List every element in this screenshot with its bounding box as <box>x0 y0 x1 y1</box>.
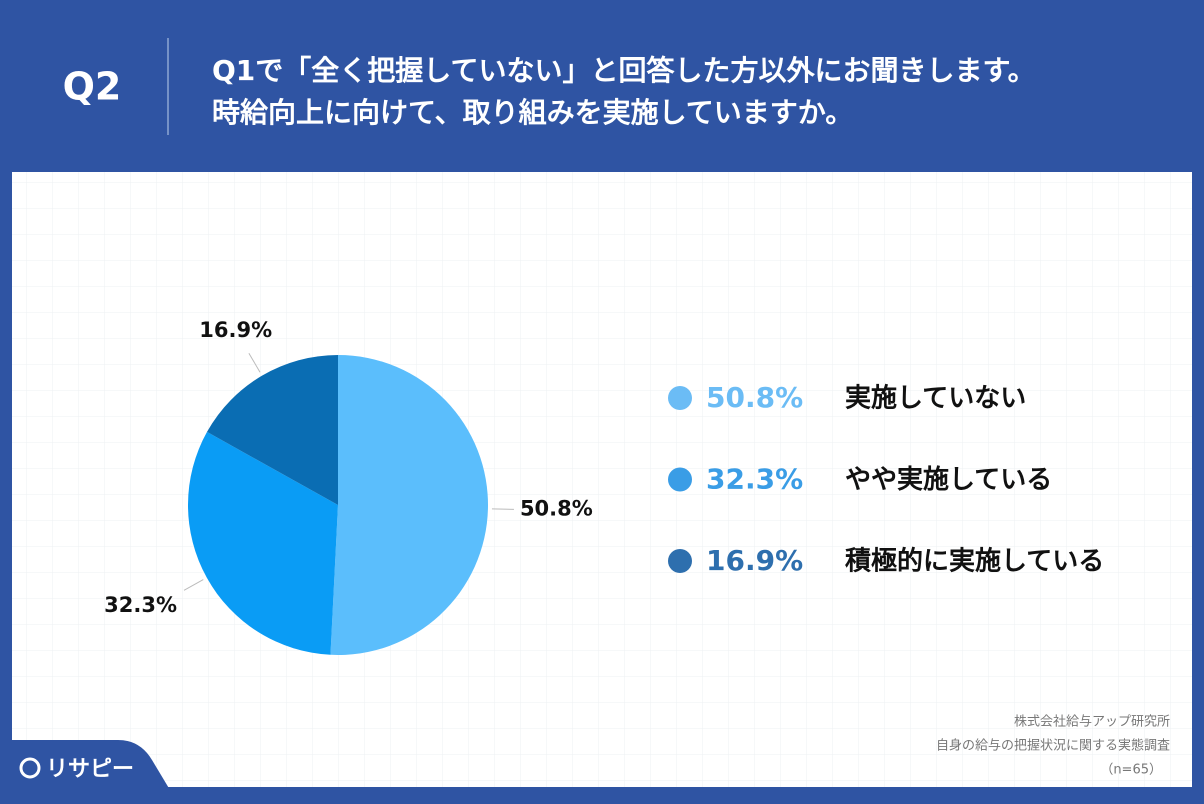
legend-value: 16.9% <box>706 544 803 577</box>
leader-line <box>491 508 514 510</box>
pie-slice <box>187 431 338 655</box>
pie-label: 16.9% <box>199 318 272 342</box>
pie-label: 50.8% <box>520 497 593 521</box>
legend-label: 積極的に実施している <box>845 546 1104 577</box>
question-label: Q2 <box>63 65 122 109</box>
leader-line <box>183 579 204 591</box>
legend-dot <box>668 549 692 573</box>
source-line: 自身の給与の把握状況に関する実態調査 <box>936 738 1170 754</box>
brand-tab <box>0 740 170 790</box>
pie-slice <box>207 355 338 505</box>
pie-label: 32.3% <box>104 593 177 617</box>
title-line: Q1で「全く把握していない」と回答した方以外にお聞きします。 <box>212 54 1036 87</box>
title-line: 時給向上に向けて、取り組みを実施していますか。 <box>212 96 853 129</box>
source-line: （n=65） <box>1100 763 1162 778</box>
leader-line <box>248 352 261 373</box>
brand-icon <box>19 757 41 779</box>
source-line: 株式会社給与アップ研究所 <box>1014 714 1170 730</box>
legend-dot <box>668 386 692 410</box>
legend-value: 32.3% <box>706 463 803 496</box>
legend: 50.8% 実施していない 32.3% やや実施している 16.9% 積極的に実施している <box>668 381 1104 577</box>
brand: リサピー <box>46 757 134 782</box>
legend-label: 実施していない <box>845 383 1026 414</box>
legend-value: 50.8% <box>706 381 803 414</box>
pie-slice <box>330 354 489 655</box>
legend-dot <box>668 467 692 492</box>
legend-label: やや実施している <box>845 464 1052 495</box>
pie: 50.8% 32.3% 16.9% <box>104 318 593 655</box>
